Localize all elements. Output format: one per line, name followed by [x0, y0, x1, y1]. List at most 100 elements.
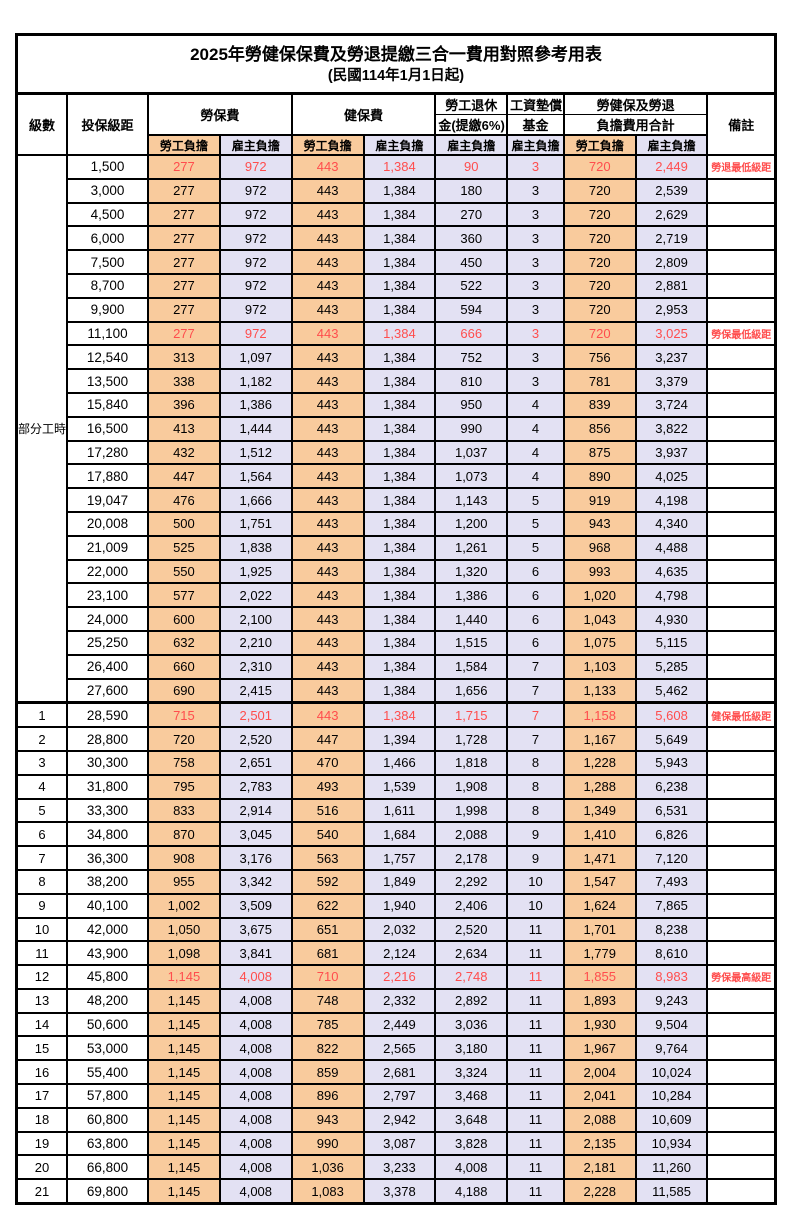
remark: 勞保最高級距 — [706, 964, 777, 990]
health-insurance-employer-value: 1,384 — [362, 344, 437, 371]
remark — [706, 797, 777, 824]
labor-insurance-employee-value: 476 — [147, 487, 221, 513]
remark — [706, 1035, 777, 1062]
labor-insurance-employee-value: 277 — [147, 225, 221, 252]
pension-employer-value: 2,178 — [434, 845, 509, 871]
table-row: 8 38,200 955 3,342 592 1,849 2,292 10 1,547 7,493 — [15, 868, 777, 895]
wage-fund-employer-value: 5 — [506, 534, 565, 561]
health-insurance-employee-value: 785 — [290, 1011, 365, 1038]
pension-employer-value: 270 — [434, 201, 509, 228]
health-insurance-employee-value: 710 — [290, 964, 365, 990]
bracket-value: 13,500 — [66, 368, 150, 394]
col-header-wage-fund-line2: 基金 — [506, 114, 565, 136]
wage-fund-employer-value: 6 — [506, 629, 565, 656]
wage-fund-employer-value: 10 — [506, 868, 565, 895]
labor-insurance-employer-value: 972 — [218, 177, 293, 204]
pension-employer-value: 1,998 — [434, 797, 509, 824]
col-header-remark: 備註 — [706, 92, 777, 156]
wage-fund-employer-value: 11 — [506, 1178, 565, 1205]
remark — [706, 892, 777, 919]
health-insurance-employer-value: 2,124 — [362, 940, 437, 967]
wage-fund-employer-value: 6 — [506, 582, 565, 609]
health-insurance-employer-value: 1,384 — [362, 463, 437, 490]
total-employer-value: 11,260 — [634, 1154, 709, 1181]
labor-insurance-employee-value: 1,145 — [147, 1130, 221, 1157]
pension-employer-value: 1,073 — [434, 463, 509, 490]
bracket-value: 43,900 — [66, 940, 150, 967]
total-employee-value: 943 — [562, 510, 637, 537]
table-row: 19 63,800 1,145 4,008 990 3,087 3,828 11 2,135 10… — [15, 1130, 777, 1157]
remark: 健保最低級距 — [706, 701, 777, 729]
labor-insurance-employer-value: 3,675 — [218, 916, 293, 943]
total-employer-value: 8,983 — [634, 964, 709, 990]
total-employee-value: 720 — [562, 225, 637, 252]
total-employee-value: 839 — [562, 391, 637, 418]
bracket-value: 19,047 — [66, 487, 150, 513]
table-row: 8,700 277 972 443 1,384 522 3 720 2,881 — [17, 272, 777, 299]
wage-fund-employer-value: 11 — [506, 1130, 565, 1157]
remark — [706, 1083, 777, 1109]
health-insurance-employee-value: 443 — [290, 368, 365, 394]
level-value: 9 — [15, 892, 69, 919]
wage-fund-employer-value: 7 — [506, 726, 565, 752]
pension-employer-value: 950 — [434, 391, 509, 418]
pension-employer-value: 810 — [434, 368, 509, 394]
health-insurance-employee-value: 1,083 — [290, 1178, 365, 1205]
wage-fund-employer-value: 3 — [506, 154, 565, 180]
health-insurance-employee-value: 443 — [290, 463, 365, 490]
labor-insurance-employer-value: 2,100 — [218, 606, 293, 632]
level-value: 5 — [15, 797, 69, 824]
subheader-total-employer: 雇主負擔 — [634, 134, 709, 156]
total-employer-value: 4,488 — [634, 534, 709, 561]
health-insurance-employer-value: 1,384 — [362, 653, 437, 680]
total-employer-value: 4,930 — [634, 606, 709, 632]
bracket-value: 42,000 — [66, 916, 150, 943]
table-row: 6 34,800 870 3,045 540 1,684 2,088 9 1,410 6,826 — [15, 821, 777, 848]
health-insurance-employer-value: 1,394 — [362, 726, 437, 752]
health-insurance-employee-value: 563 — [290, 845, 365, 871]
labor-insurance-employee-value: 413 — [147, 415, 221, 442]
labor-insurance-employer-value: 2,415 — [218, 677, 293, 704]
level-value: 20 — [15, 1154, 69, 1181]
col-header-level: 級數 — [15, 92, 69, 156]
health-insurance-employer-value: 3,087 — [362, 1130, 437, 1157]
total-employee-value: 875 — [562, 439, 637, 466]
wage-fund-employer-value: 3 — [506, 368, 565, 394]
remark — [706, 463, 777, 490]
pension-employer-value: 4,188 — [434, 1178, 509, 1205]
health-insurance-employee-value: 443 — [290, 629, 365, 656]
labor-insurance-employer-value: 4,008 — [218, 1035, 293, 1062]
table-row: 7,500 277 972 443 1,384 450 3 720 2,809 — [17, 249, 777, 275]
wage-fund-employer-value: 8 — [506, 773, 565, 800]
remark — [706, 916, 777, 943]
labor-insurance-employee-value: 277 — [147, 201, 221, 228]
pension-employer-value: 1,386 — [434, 582, 509, 609]
total-employer-value: 9,764 — [634, 1035, 709, 1062]
total-employee-value: 1,133 — [562, 677, 637, 704]
labor-insurance-employee-value: 277 — [147, 154, 221, 180]
labor-insurance-employee-value: 432 — [147, 439, 221, 466]
health-insurance-employee-value: 1,036 — [290, 1154, 365, 1181]
remark — [706, 773, 777, 800]
health-insurance-employer-value: 1,384 — [362, 677, 437, 704]
level-value: 19 — [15, 1130, 69, 1157]
subheader-total-employee: 勞工負擔 — [562, 134, 637, 156]
bracket-value: 36,300 — [66, 845, 150, 871]
bracket-value: 26,400 — [66, 653, 150, 680]
health-insurance-employer-value: 1,384 — [362, 296, 437, 323]
health-insurance-employee-value: 443 — [290, 296, 365, 323]
labor-insurance-employer-value: 3,176 — [218, 845, 293, 871]
labor-insurance-employer-value: 3,509 — [218, 892, 293, 919]
health-insurance-employee-value: 443 — [290, 320, 365, 347]
health-insurance-employer-value: 1,384 — [362, 487, 437, 513]
table-row: 26,400 660 2,310 443 1,384 1,584 7 1,103 5,285 — [17, 653, 777, 680]
labor-insurance-employer-value: 1,666 — [218, 487, 293, 513]
remark — [706, 368, 777, 394]
bracket-value: 30,300 — [66, 749, 150, 776]
pension-employer-value: 522 — [434, 272, 509, 299]
health-insurance-employer-value: 1,384 — [362, 225, 437, 252]
table-row: 13 48,200 1,145 4,008 748 2,332 2,892 11 1,893 9,… — [15, 987, 777, 1014]
labor-insurance-employee-value: 1,002 — [147, 892, 221, 919]
health-insurance-employee-value: 822 — [290, 1035, 365, 1062]
subheader-health-employee: 勞工負擔 — [290, 134, 365, 156]
